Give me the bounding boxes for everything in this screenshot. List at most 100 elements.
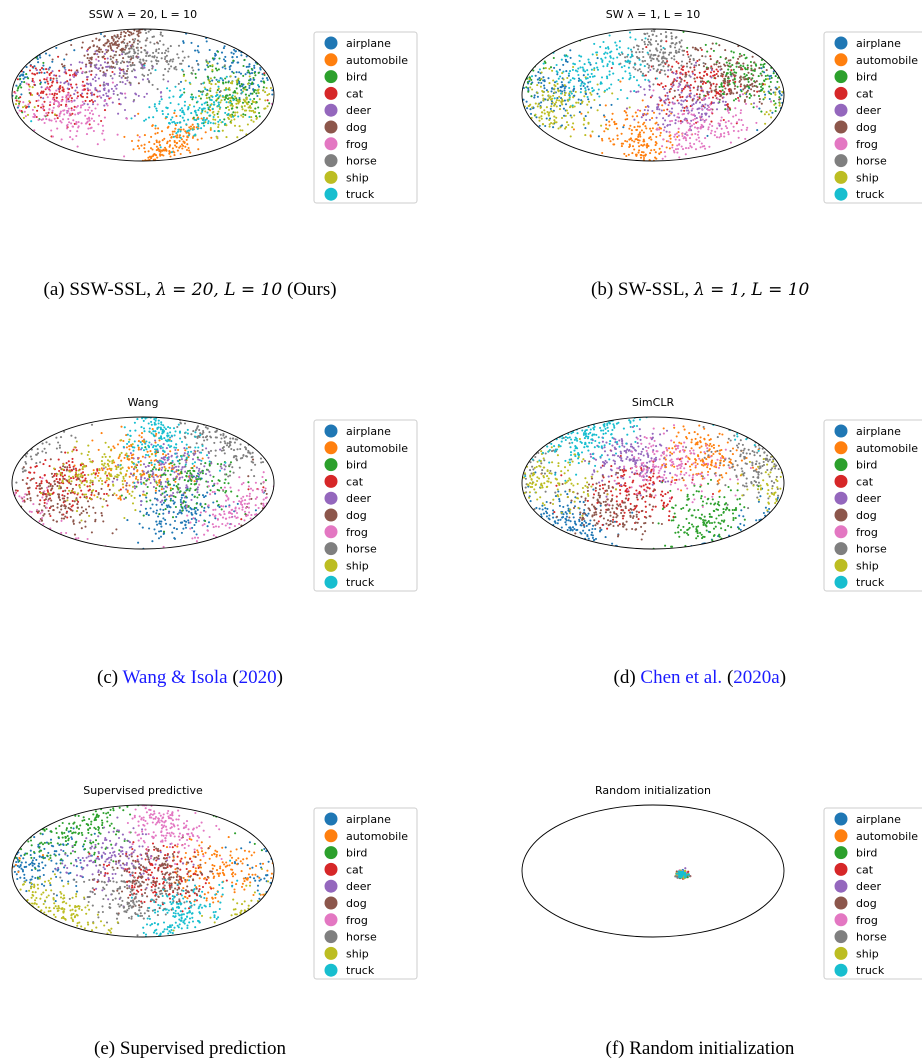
data-point: [39, 461, 41, 463]
data-point: [39, 476, 41, 478]
data-point: [224, 68, 226, 70]
data-point: [193, 105, 195, 107]
data-point: [24, 105, 26, 107]
data-point: [763, 91, 765, 93]
data-point: [637, 91, 639, 93]
data-point: [540, 101, 542, 103]
data-point: [704, 103, 706, 105]
data-point: [179, 462, 181, 464]
data-point: [655, 141, 657, 143]
data-point: [677, 62, 679, 64]
data-point: [215, 525, 217, 527]
data-point: [123, 478, 125, 480]
data-point: [251, 81, 253, 83]
data-point: [194, 73, 196, 75]
data-point: [92, 113, 94, 115]
data-point: [126, 470, 128, 472]
data-point: [101, 133, 103, 135]
data-point: [686, 47, 688, 49]
data-point: [98, 480, 100, 482]
data-point: [229, 475, 231, 477]
data-point: [160, 501, 162, 503]
data-point: [224, 468, 226, 470]
data-point: [673, 151, 675, 153]
data-point: [719, 99, 721, 101]
data-point: [227, 482, 229, 484]
data-point: [587, 74, 589, 76]
data-point: [117, 113, 119, 115]
data-point: [144, 144, 146, 146]
data-point: [647, 44, 649, 46]
data-point: [134, 38, 136, 40]
data-point: [712, 96, 714, 98]
data-point: [242, 102, 244, 104]
data-point: [687, 84, 689, 86]
data-point: [105, 456, 107, 458]
data-point: [116, 479, 118, 481]
data-point: [649, 86, 651, 88]
data-point: [178, 147, 180, 149]
data-point: [101, 480, 103, 482]
data-point: [584, 70, 586, 72]
data-point: [583, 119, 585, 121]
data-point: [157, 88, 159, 90]
data-point: [655, 48, 657, 50]
data-point: [606, 76, 608, 78]
data-point: [638, 145, 640, 147]
data-point: [122, 51, 124, 53]
data-point: [220, 465, 222, 467]
data-point: [553, 105, 555, 107]
data-point: [664, 70, 666, 72]
legend-label-airplane: airplane: [346, 37, 391, 50]
data-point: [556, 64, 558, 66]
data-point: [125, 497, 127, 499]
data-point: [55, 47, 57, 49]
data-point: [174, 110, 176, 112]
data-point: [260, 80, 262, 82]
data-point: [671, 86, 673, 88]
data-point: [725, 101, 727, 103]
data-point: [146, 492, 148, 494]
data-point: [681, 145, 683, 147]
data-point: [62, 478, 64, 480]
data-point: [172, 147, 174, 149]
data-point: [47, 87, 49, 89]
data-point: [228, 511, 230, 513]
data-point: [655, 144, 657, 146]
data-point: [747, 90, 749, 92]
data-point: [660, 128, 662, 130]
data-point: [674, 79, 676, 81]
data-point: [586, 86, 588, 88]
data-point: [267, 105, 269, 107]
data-point: [174, 130, 176, 132]
data-point: [207, 66, 209, 68]
data-point: [242, 496, 244, 498]
data-point: [189, 470, 191, 472]
data-point: [218, 124, 220, 126]
data-point: [251, 103, 253, 105]
data-point: [712, 83, 714, 85]
data-point: [187, 136, 189, 138]
data-point: [568, 73, 570, 75]
data-point: [159, 508, 161, 510]
data-point: [200, 463, 202, 465]
data-point: [76, 97, 78, 99]
data-point: [177, 483, 179, 485]
data-point: [128, 467, 130, 469]
data-point: [113, 492, 115, 494]
data-point: [659, 113, 661, 115]
data-point: [240, 457, 242, 459]
data-point: [188, 149, 190, 151]
data-point: [238, 523, 240, 525]
data-point: [688, 85, 690, 87]
data-point: [669, 135, 671, 137]
data-point: [727, 131, 729, 133]
data-point: [146, 37, 148, 39]
data-point: [561, 103, 563, 105]
data-point: [184, 466, 186, 468]
data-point: [691, 110, 693, 112]
data-point: [743, 76, 745, 78]
data-point: [167, 70, 169, 72]
data-point: [128, 56, 130, 58]
data-point: [689, 123, 691, 125]
